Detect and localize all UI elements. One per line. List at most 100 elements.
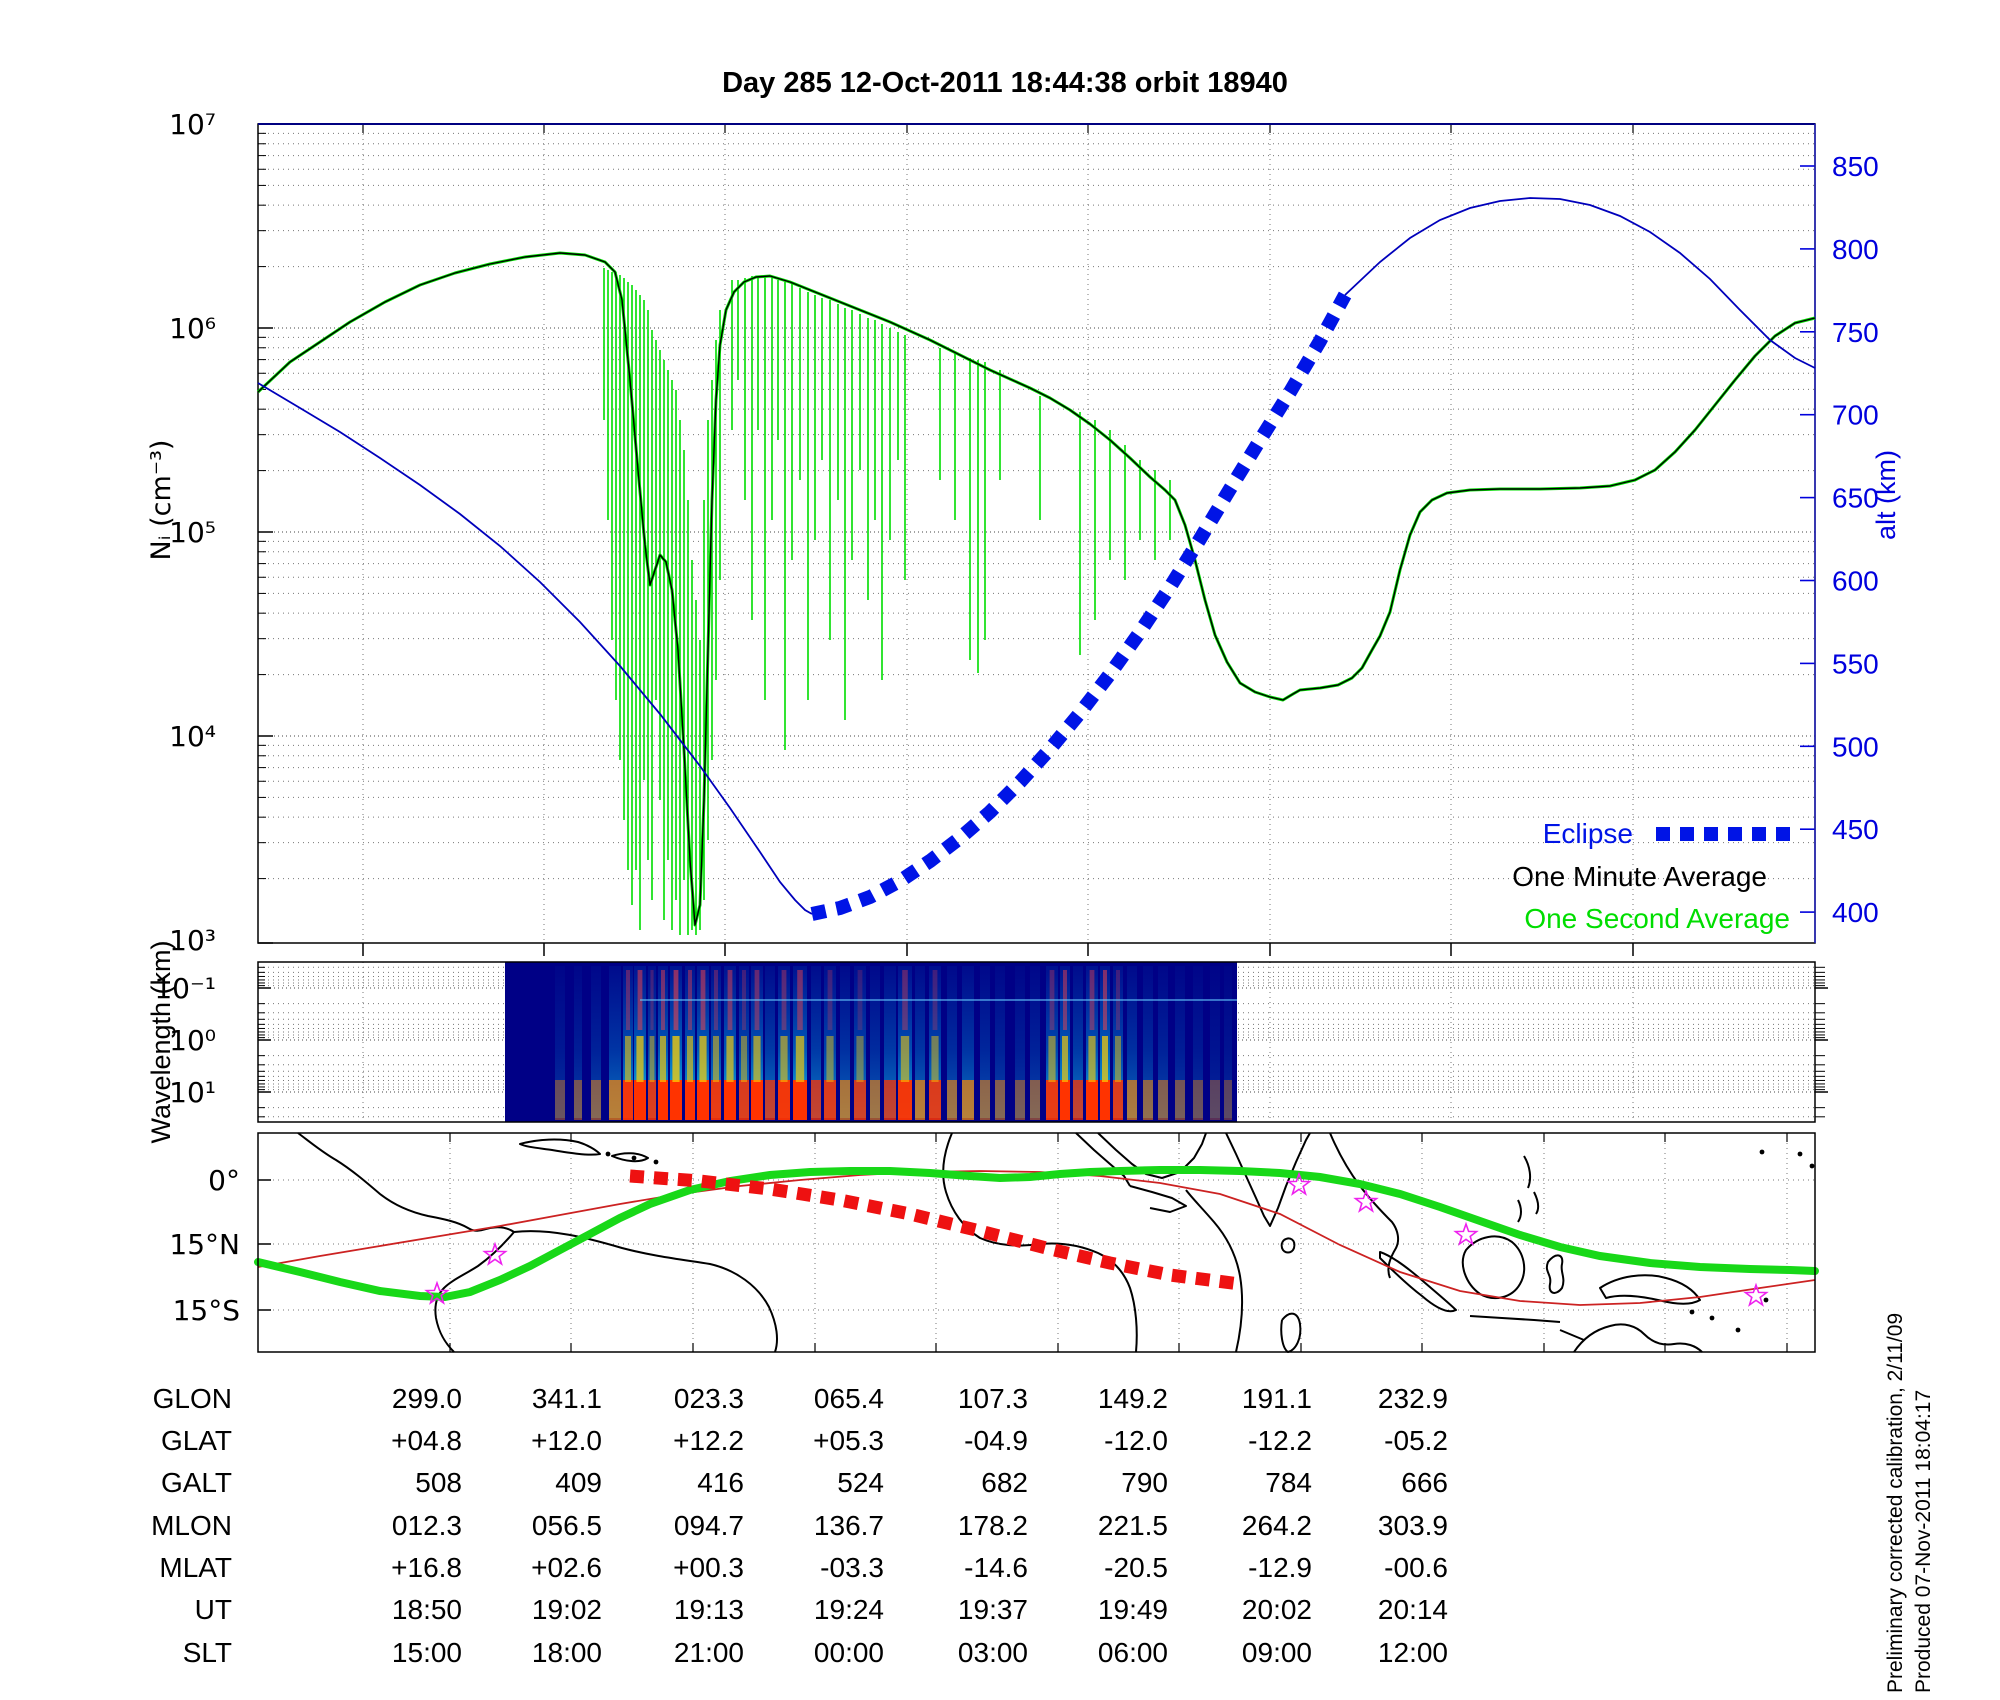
table-cell: 19:49 (1098, 1594, 1168, 1625)
spectrogram-burst (811, 966, 821, 1118)
spectrogram-box (257, 961, 1816, 1123)
spectrogram-layer (257, 961, 1828, 1123)
spectrogram-burst-bottom (793, 1080, 807, 1120)
lat-tick-label: 15°S (173, 1294, 240, 1327)
spectrogram-burst (1113, 966, 1123, 1118)
table-cell: 20:02 (1242, 1594, 1312, 1625)
spectrogram-burst-bottom (1143, 1080, 1153, 1120)
spectrogram-burst (915, 966, 925, 1118)
table-cell: 409 (555, 1467, 602, 1498)
island-dot (605, 1151, 611, 1157)
table-cell: 303.9 (1378, 1510, 1448, 1541)
table-cell: 416 (697, 1467, 744, 1498)
spectrogram-burst-bottom (870, 1080, 880, 1120)
star-marker (482, 1241, 508, 1266)
spectrogram-burst-bottom (1113, 1080, 1123, 1120)
spectrogram-burst-mid (636, 1036, 644, 1082)
star-marker (1743, 1282, 1769, 1307)
spectrogram-burst (995, 966, 1005, 1118)
spectrogram-burst-bottom (1193, 1080, 1203, 1120)
spectrogram-burst (1193, 966, 1203, 1118)
spectrogram-burst-bottom (840, 1080, 850, 1120)
spectrogram-burst-bottom (751, 1080, 763, 1120)
spectrogram-burst-bottom (915, 1080, 925, 1120)
table-cell: 232.9 (1378, 1383, 1448, 1414)
one-second-average-spikes (603, 268, 1171, 935)
ni-tick-label: 10⁶ (169, 312, 216, 345)
island-dot (1763, 1297, 1769, 1303)
table-cell: +12.0 (531, 1425, 602, 1456)
spectrogram-burst-bottom (609, 1080, 621, 1120)
spectrogram-burst (1210, 966, 1220, 1118)
table-cell: 221.5 (1098, 1510, 1168, 1541)
table-cell: 682 (981, 1467, 1028, 1498)
spectrogram-burst-bottom (634, 1080, 646, 1120)
alt-axis-label: alt (km) (1871, 450, 1901, 540)
alt-tick-label: 800 (1832, 234, 1879, 265)
alt-tick-label: 450 (1832, 814, 1879, 845)
table-cell: 19:37 (958, 1594, 1028, 1625)
spectrogram-burst (1143, 966, 1153, 1118)
map-box (257, 1132, 1816, 1353)
spectrogram-burst-bottom (1073, 1080, 1083, 1120)
spectrogram-burst (840, 966, 850, 1118)
ni-tick-label: 10⁵ (169, 516, 216, 549)
table-cell: 666 (1401, 1467, 1448, 1498)
table-cell: 19:02 (532, 1594, 602, 1625)
alt-tick-label: 600 (1832, 566, 1879, 597)
spectrogram-burst-mid (1062, 1036, 1068, 1082)
spectrogram-burst-bottom (591, 1080, 601, 1120)
spectrogram-burst-mid (1048, 1036, 1056, 1082)
spectrogram-burst-bottom (1015, 1080, 1025, 1120)
table-cell: 18:50 (392, 1594, 462, 1625)
table-cell: 065.4 (814, 1383, 884, 1414)
table-cell: +12.2 (673, 1425, 744, 1456)
spectrogram-burst-bottom (765, 1080, 775, 1120)
spectrogram-burst-bottom (1030, 1080, 1040, 1120)
tick-labels-layer: 10⁷ 10⁶ 10⁵ 10⁴ 10³ 850 800 750 700 650 600 550 500 4… (154, 108, 1878, 1327)
table-cell: 790 (1121, 1467, 1168, 1498)
top-plot-grid (257, 123, 1816, 956)
spectrogram-burst-mid (1115, 1036, 1121, 1082)
wavelength-tick-label: 10⁰ (169, 1024, 216, 1057)
coastline (1559, 1329, 1585, 1341)
table-cell: -12.2 (1248, 1425, 1312, 1456)
eclipse-dashed-trace (810, 291, 1352, 921)
island-dot (1797, 1151, 1803, 1157)
spectrogram-burst-bottom (623, 1080, 633, 1120)
table-cell: +02.6 (531, 1552, 602, 1583)
legend-minute-label: One Minute Average (1512, 861, 1767, 892)
spectrogram-burst (739, 966, 749, 1118)
spectrogram-burst-mid (780, 1036, 788, 1082)
spectrogram-burst-bottom (724, 1080, 736, 1120)
spectrogram-burst-mid (660, 1036, 666, 1082)
spectrogram-burst-bottom (1127, 1080, 1137, 1120)
coastline (1573, 1323, 1703, 1353)
spectrogram-burst-mid (687, 1036, 693, 1082)
spectrogram-burst (1030, 966, 1040, 1118)
spectrogram-burst-bottom (1210, 1080, 1220, 1120)
map-layer (254, 1132, 1819, 1353)
table-cell: 012.3 (392, 1510, 462, 1541)
spectrogram-burst-mid (1102, 1036, 1108, 1082)
spectrogram-burst-mid (931, 1036, 939, 1082)
table-row-label: UT (195, 1594, 232, 1625)
wavelength-axis-label: Wavelength (km) (146, 940, 176, 1143)
table-cell: 20:14 (1378, 1594, 1448, 1625)
spectrogram-burst-bottom (648, 1080, 656, 1120)
table-cell: 00:00 (814, 1637, 884, 1668)
table-row-label: MLON (151, 1510, 232, 1541)
spectrogram-burst-mid (625, 1036, 631, 1082)
spectrogram-burst-bottom (711, 1080, 721, 1120)
table-cell: 023.3 (674, 1383, 744, 1414)
coastline (1461, 1235, 1526, 1300)
table-cell: 056.5 (532, 1510, 602, 1541)
spectrogram-burst-mid (726, 1036, 734, 1082)
table-row-label: GALT (161, 1467, 232, 1498)
coastline (1599, 1274, 1701, 1305)
spectrogram-burst (555, 966, 565, 1118)
spectrogram-burst-bottom (1046, 1080, 1058, 1120)
spectrogram-burst-bottom (929, 1080, 941, 1120)
alt-tick-label: 750 (1832, 317, 1879, 348)
